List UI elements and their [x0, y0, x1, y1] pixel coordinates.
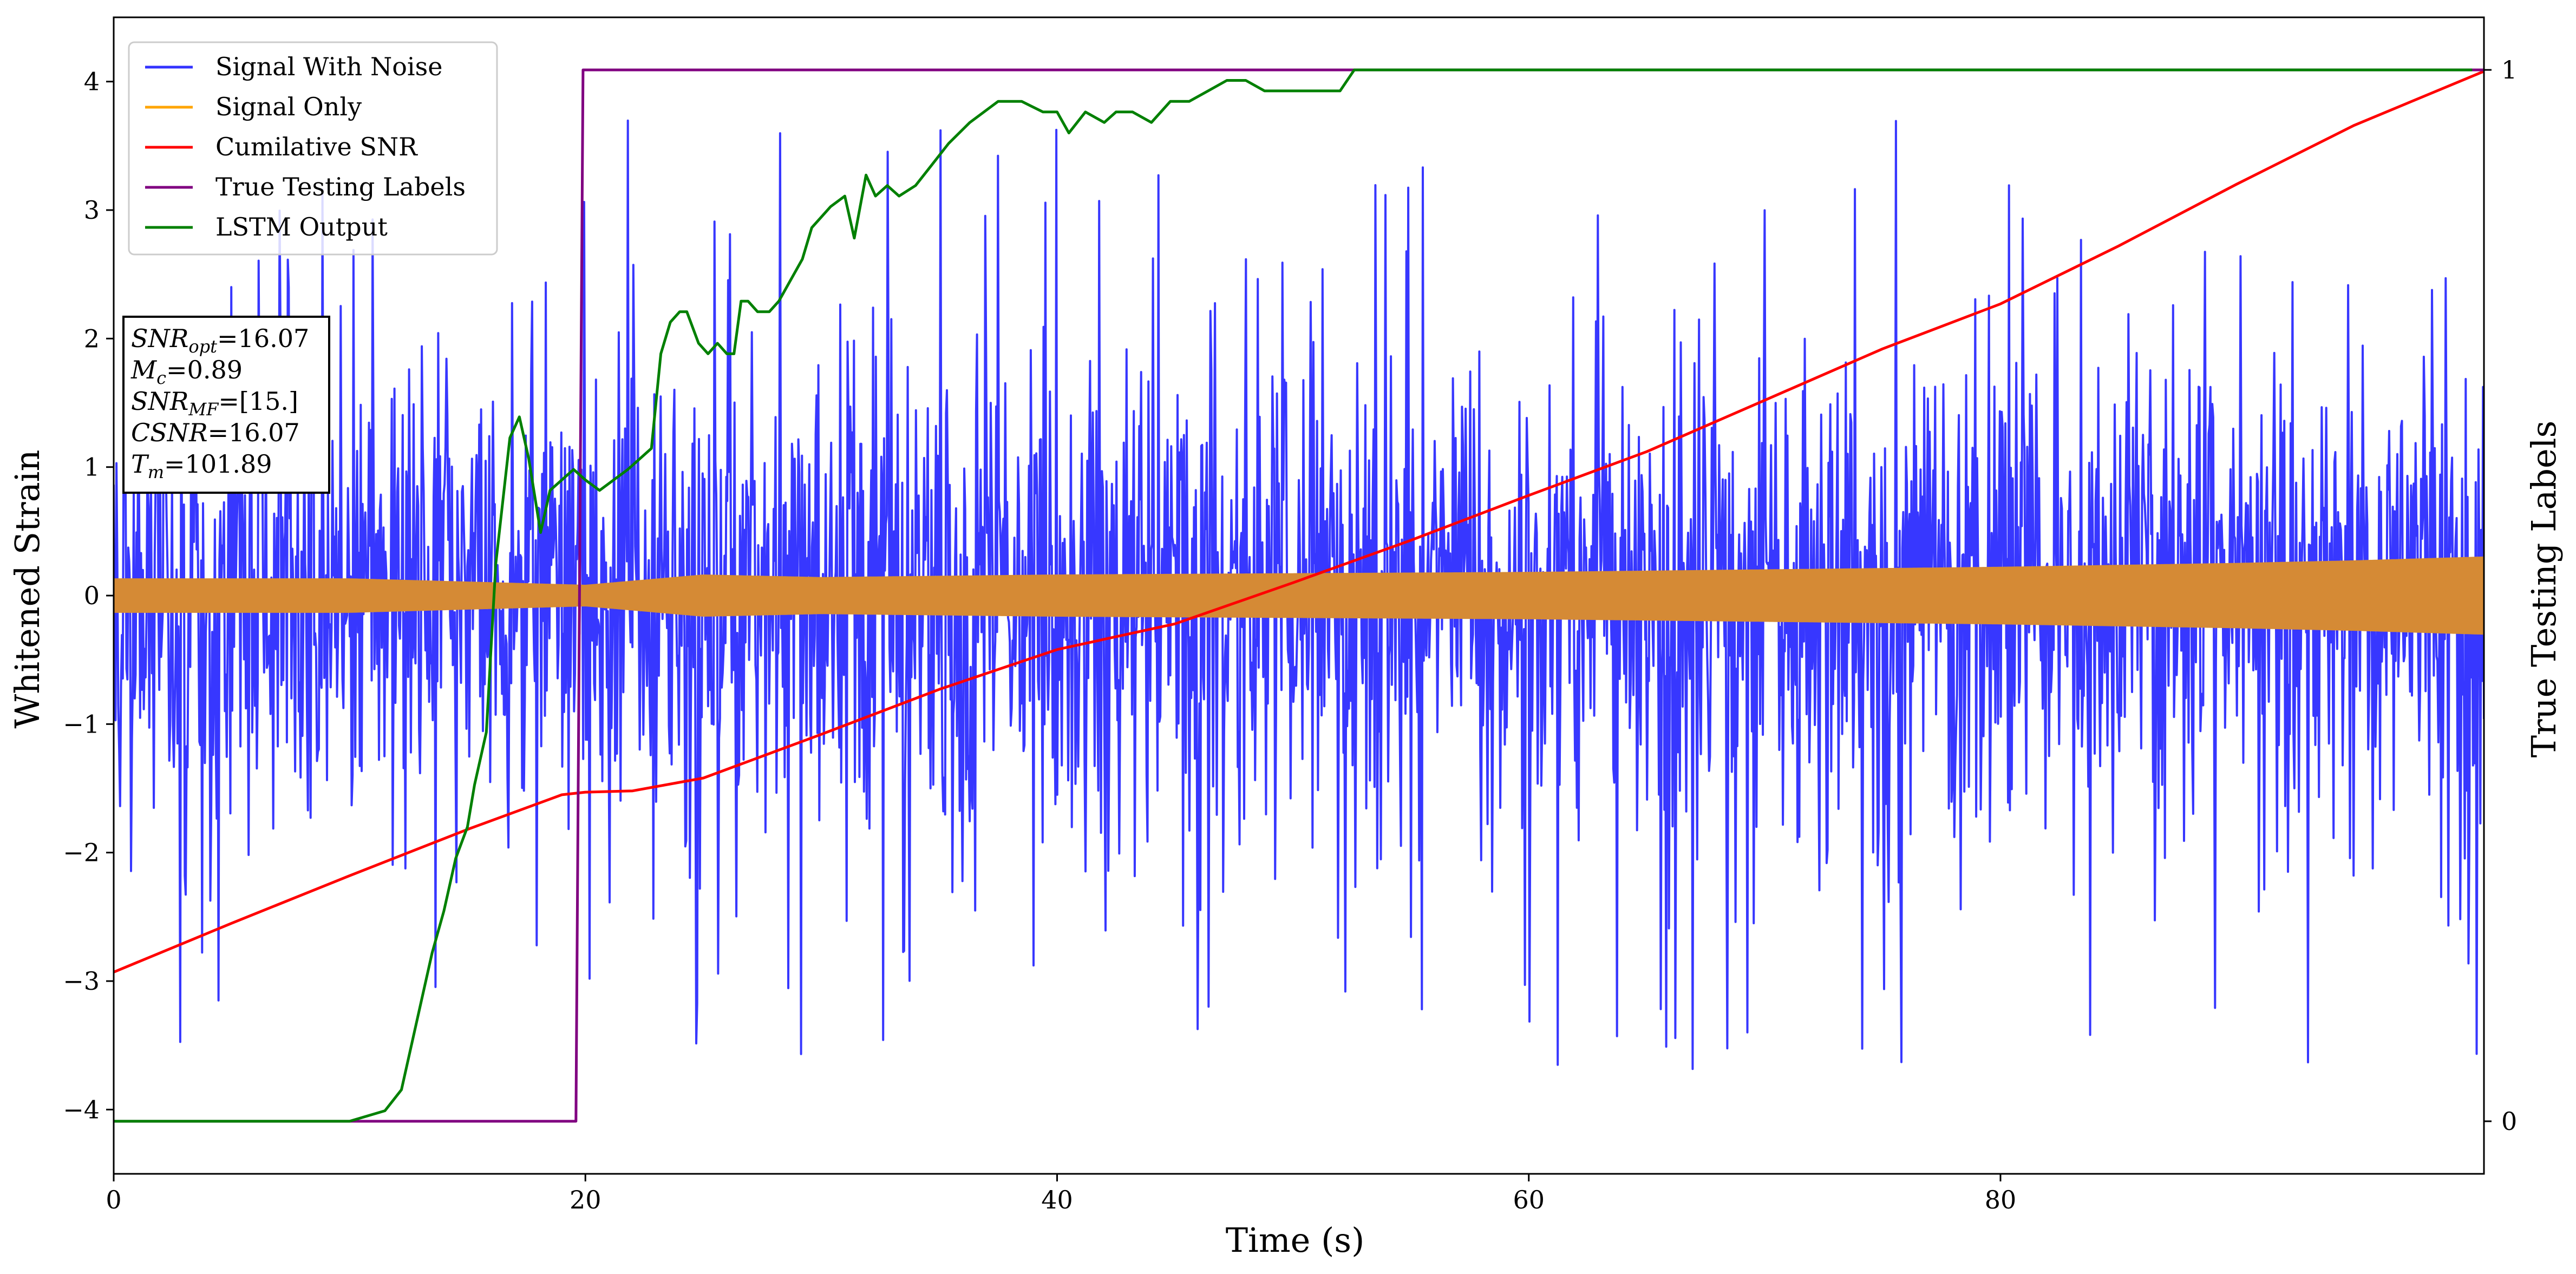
y-axis-title-left: Whitened Strain — [8, 450, 47, 729]
plot-clip-group — [114, 68, 2484, 1123]
lstm-output-line — [114, 68, 2473, 1123]
y-left-tick-label: 4 — [84, 67, 100, 96]
parameter-annotation-box: SNRopt=16.07Mc=0.89SNRMF=[15.]CSNR=16.07… — [122, 316, 330, 494]
y-left-tick-label: −1 — [63, 709, 100, 739]
legend-label: Cumilative SNR — [215, 132, 418, 161]
legend: Signal With Noise Signal Only Cumilative S… — [128, 41, 498, 256]
legend-entry: Signal With Noise — [145, 52, 442, 81]
legend-label: Signal With Noise — [215, 52, 442, 81]
y-left-tick-label: −4 — [63, 1095, 100, 1124]
y-left-tick-label: 3 — [84, 195, 100, 225]
legend-entry: True Testing Labels — [145, 172, 466, 201]
x-tick-label: 20 — [570, 1185, 601, 1214]
y-left-tick-label: 2 — [84, 324, 100, 353]
legend-label: True Testing Labels — [215, 172, 466, 201]
plot-area — [114, 68, 2484, 1123]
annotation-box — [122, 316, 330, 494]
x-axis-title: Time (s) — [1226, 1220, 1365, 1260]
signal-only-band — [114, 556, 2484, 635]
legend-label: Signal Only — [215, 92, 362, 121]
annotation-line: SNRMF=[15.] — [131, 387, 298, 420]
y-left-tick-label: −2 — [63, 838, 100, 867]
legend-box — [128, 41, 498, 256]
y-left-tick-label: 1 — [84, 453, 100, 482]
y-right-tick-label: 1 — [2501, 55, 2517, 84]
y-right-tick-label: 0 — [2501, 1107, 2517, 1136]
x-tick-label: 40 — [1041, 1185, 1073, 1214]
annotation-line: SNRopt=16.07 — [131, 324, 309, 357]
x-tick-label: 0 — [106, 1185, 121, 1214]
y-left-tick-label: −3 — [63, 966, 100, 996]
annotation-line: Tm=101.89 — [131, 449, 272, 482]
annotation-line: CSNR=16.07 — [131, 418, 300, 447]
x-tick-label: 80 — [1985, 1185, 2017, 1214]
legend-entry: LSTM Output — [145, 212, 388, 241]
y-axis-title-right: True Testing Labels — [2524, 421, 2564, 758]
legend-entry: Cumilative SNR — [145, 132, 418, 161]
y-left-tick-label: 0 — [84, 581, 100, 610]
legend-label: LSTM Output — [215, 212, 388, 241]
x-tick-label: 60 — [1513, 1185, 1545, 1214]
annotation-line: Mc=0.89 — [130, 355, 243, 388]
legend-entry: Signal Only — [145, 92, 362, 121]
cumilative-snr-line — [114, 70, 2484, 974]
